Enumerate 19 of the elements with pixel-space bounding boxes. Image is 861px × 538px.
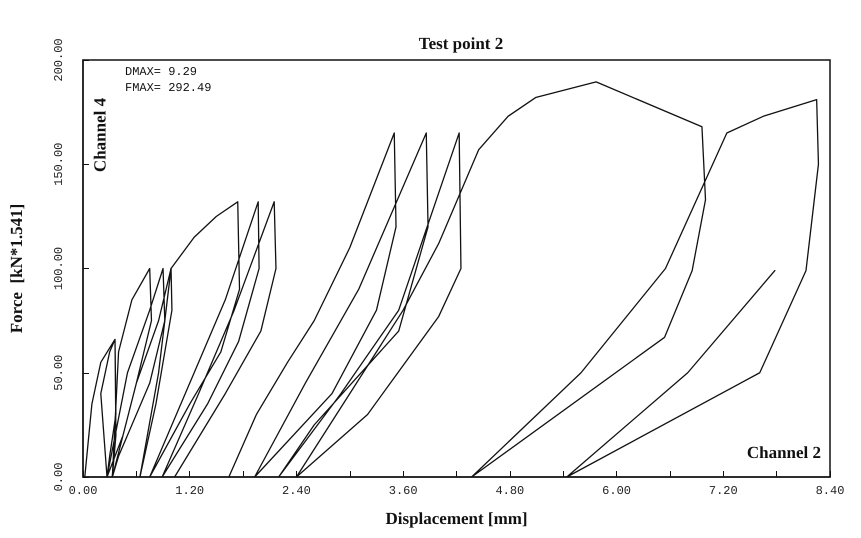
x-tick-label: 1.20 [175, 484, 204, 498]
y-tick-label: 50.00 [52, 354, 66, 391]
x-tick-label: 7.20 [708, 484, 738, 498]
x-tick-label: 8.40 [816, 484, 844, 498]
annotation: FMAX= 292.49 [125, 81, 212, 95]
x-tick-label: 2.40 [282, 484, 311, 498]
annotation: Channel 2 [746, 443, 822, 462]
x-tick-label: 0.00 [68, 484, 98, 498]
chart-title: Test point 2 [418, 34, 504, 53]
x-tick-label: 3.60 [388, 484, 418, 498]
x-axis-title: Displacement [mm] [385, 509, 528, 528]
annotation: Channel 4 [90, 97, 110, 172]
x-tick-label: 4.80 [495, 484, 524, 498]
annotation: DMAX= 9.29 [125, 65, 198, 79]
x-tick-label: 6.00 [602, 484, 631, 498]
y-axis-title: Force [kN*1.541] [7, 204, 26, 334]
y-tick-label: 200.00 [52, 38, 66, 82]
y-tick-label: 150.00 [52, 142, 66, 186]
y-tick-label: 100.00 [52, 246, 66, 290]
